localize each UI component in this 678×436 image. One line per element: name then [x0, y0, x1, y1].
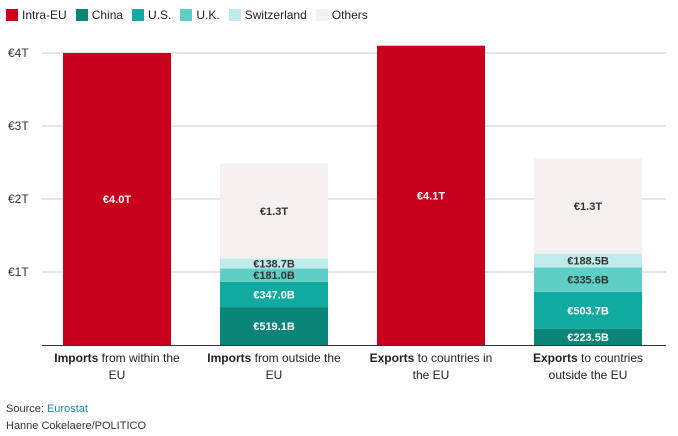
legend-label: Others: [331, 8, 368, 22]
segment-label: €4.1T: [417, 190, 445, 202]
category-label-bold: Exports: [533, 351, 578, 365]
category-label-line2: EU: [109, 368, 126, 382]
bar-segment: [534, 328, 642, 345]
segment-label: €335.6B: [567, 275, 609, 287]
credit-line: Hanne Cokelaere/POLITICO: [6, 420, 147, 432]
legend-item: U.K.: [180, 8, 220, 22]
bar-segment: [534, 158, 642, 254]
legend-label: Intra-EU: [22, 8, 67, 22]
category-label-line2: EU: [266, 368, 283, 382]
segment-label: €138.7B: [253, 258, 295, 270]
category-label-rest: from outside the: [251, 351, 341, 365]
category-label-bold: Imports: [54, 351, 98, 365]
legend-item: Others: [315, 8, 368, 22]
segment-label: €503.7B: [567, 305, 609, 317]
chart-legend: Intra-EU China U.S. U.K. Switzerland Others: [6, 6, 377, 24]
category-label-line2: outside the EU: [549, 368, 628, 382]
legend-swatch: [180, 9, 193, 21]
y-tick-label: €1T: [8, 265, 29, 279]
bar-segment: [63, 53, 171, 345]
bar-segment: [220, 258, 328, 269]
category-label: Imports from within the: [54, 351, 180, 365]
legend-item: U.S.: [132, 8, 171, 22]
category-label: Imports from outside the: [207, 351, 341, 365]
legend-item: China: [75, 8, 124, 22]
y-tick-label: €4T: [8, 46, 29, 60]
category-label: Exports to countries: [533, 351, 643, 365]
legend-item: Switzerland: [228, 8, 307, 22]
legend-label: China: [91, 8, 124, 22]
legend-swatch: [75, 9, 88, 21]
category-label-bold: Exports: [370, 351, 415, 365]
category-label: Exports to countries in: [370, 351, 493, 365]
bar-segment: [220, 163, 328, 259]
stacked-bar-chart: €1T €2T €3T €4T €4.0T Imports from within the…: [8, 45, 666, 382]
source-line: Source: Eurostat: [6, 403, 88, 415]
legend-label: U.K.: [196, 8, 220, 22]
legend-label: U.S.: [148, 8, 172, 22]
segment-label: €347.0B: [253, 289, 295, 301]
segment-label: €1.3T: [260, 206, 288, 218]
segment-label: €4.0T: [103, 194, 131, 206]
bar-segment: [534, 253, 642, 268]
bar-segment: [534, 291, 642, 329]
segment-label: €1.3T: [574, 201, 602, 213]
segment-label: €223.5B: [567, 332, 609, 344]
legend-swatch: [6, 9, 18, 21]
legend-swatch: [132, 9, 145, 21]
category-label-line2: the EU: [413, 368, 450, 382]
segment-label: €181.0B: [253, 270, 295, 282]
category-label-rest: to countries in: [414, 351, 492, 365]
source-link[interactable]: Eurostat: [46, 403, 88, 415]
segment-label: €188.5B: [567, 256, 609, 268]
legend-swatch: [228, 9, 241, 21]
bar-segment: [377, 45, 485, 345]
y-tick-label: €3T: [8, 119, 29, 133]
category-label-rest: to countries: [578, 351, 643, 365]
source-prefix: Source:: [6, 403, 47, 415]
bar-segment: [220, 307, 328, 345]
y-tick-label: €2T: [8, 192, 29, 206]
segment-label: €519.1B: [253, 321, 295, 333]
bar-segment: [220, 281, 328, 308]
legend-swatch: [315, 9, 328, 21]
bar-segment: [220, 268, 328, 282]
legend-label: Switzerland: [244, 8, 307, 22]
bar-segment: [534, 267, 642, 292]
category-label-bold: Imports: [207, 351, 251, 365]
category-label-rest: from within the: [98, 351, 180, 365]
legend-item: Intra-EU: [6, 8, 67, 22]
